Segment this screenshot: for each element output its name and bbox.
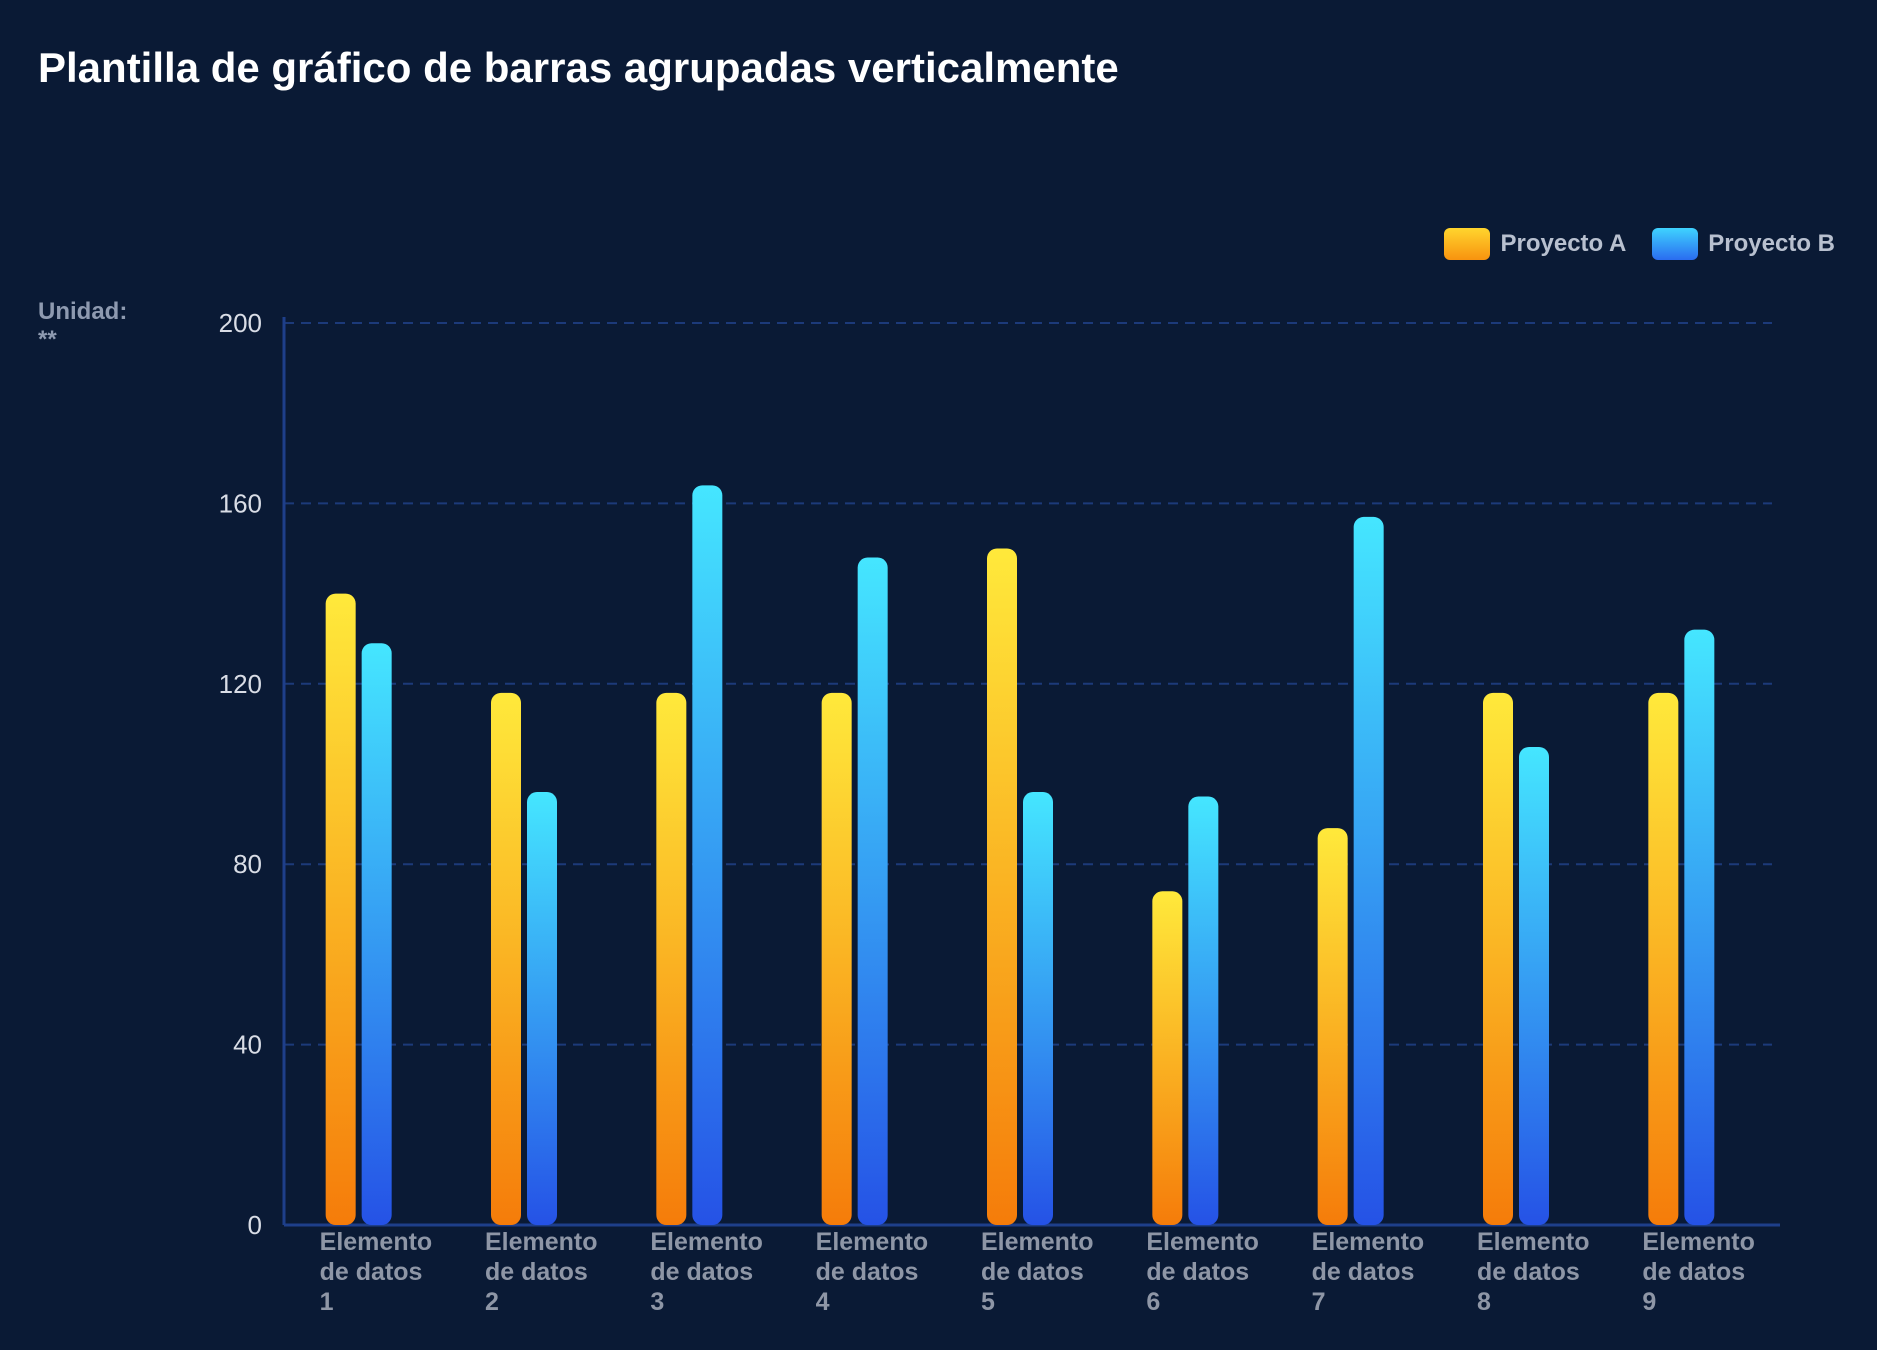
x-category-label: de datos (981, 1258, 1084, 1286)
legend-swatch-proyecto-b (1652, 228, 1699, 260)
y-tick-label: 160 (219, 488, 262, 518)
x-category-label: Elemento (816, 1228, 929, 1256)
bar-proyecto-a[interactable] (1483, 692, 1513, 1225)
bar-proyecto-b[interactable] (527, 792, 557, 1225)
bar-proyecto-a[interactable] (325, 593, 356, 1225)
x-category-label: de datos (1146, 1258, 1249, 1286)
chart-title: Plantilla de gráfico de barras agrupadas… (38, 44, 1119, 91)
x-category-label: 8 (1477, 1288, 1491, 1316)
x-category-label: 3 (650, 1288, 664, 1316)
legend-swatch-proyecto-a (1444, 228, 1491, 260)
x-category-label: Elemento (1477, 1228, 1590, 1256)
unit-label: Unidad: ** (38, 298, 128, 353)
legend: Proyecto A Proyecto B (1444, 228, 1835, 260)
bar-proyecto-b[interactable] (1519, 746, 1549, 1225)
x-category-label: de datos (1642, 1258, 1745, 1286)
x-category-label: 4 (816, 1288, 830, 1316)
legend-label-proyecto-a: Proyecto A (1500, 230, 1627, 257)
x-category-label: de datos (650, 1258, 753, 1286)
x-category-label: 1 (320, 1288, 334, 1316)
x-category-label: 9 (1642, 1288, 1656, 1316)
bar-proyecto-b[interactable] (1188, 796, 1219, 1225)
bar-proyecto-a[interactable] (821, 692, 852, 1225)
legend-item-proyecto-a[interactable]: Proyecto A (1444, 228, 1626, 260)
x-category-label: Elemento (1642, 1228, 1755, 1256)
y-tick-label: 200 (219, 308, 262, 338)
x-category-label: de datos (1312, 1258, 1415, 1286)
x-category-label: Elemento (320, 1228, 433, 1256)
bar-proyecto-a[interactable] (1648, 692, 1679, 1225)
bars (325, 485, 1715, 1226)
x-category-label: Elemento (1312, 1228, 1425, 1256)
x-category-label: 5 (981, 1288, 995, 1316)
bar-proyecto-a[interactable] (491, 692, 521, 1225)
bar-proyecto-a[interactable] (1152, 891, 1183, 1225)
x-category-label: de datos (1477, 1258, 1580, 1286)
bar-proyecto-b[interactable] (857, 557, 888, 1225)
x-category-label: 2 (485, 1288, 499, 1316)
bar-proyecto-b[interactable] (1023, 792, 1053, 1225)
x-category-label: Elemento (981, 1228, 1094, 1256)
bar-proyecto-b[interactable] (1684, 629, 1715, 1225)
bar-proyecto-a[interactable] (656, 692, 687, 1225)
y-tick-label: 40 (233, 1030, 262, 1060)
bar-proyecto-a[interactable] (987, 548, 1017, 1226)
bar-proyecto-b[interactable] (1353, 516, 1384, 1225)
y-tick-label: 0 (248, 1210, 262, 1240)
y-tick-label: 120 (219, 669, 262, 699)
x-category-label: 6 (1146, 1288, 1160, 1316)
x-category-label: de datos (320, 1258, 423, 1286)
y-tick-label: 80 (233, 849, 262, 879)
x-category-label: Elemento (1146, 1228, 1259, 1256)
legend-item-proyecto-b[interactable]: Proyecto B (1652, 228, 1835, 260)
x-category-label: de datos (485, 1258, 588, 1286)
bar-proyecto-b[interactable] (361, 643, 392, 1225)
x-category-label: 7 (1312, 1288, 1326, 1316)
x-category-label: de datos (816, 1258, 919, 1286)
bar-proyecto-b[interactable] (692, 485, 723, 1225)
x-category-label: Elemento (485, 1228, 598, 1256)
y-axis-ticks: 0 40 80 120 160 200 (219, 308, 262, 1240)
bar-proyecto-a[interactable] (1317, 828, 1348, 1225)
x-category-label: Elemento (650, 1228, 763, 1256)
legend-label-proyecto-b: Proyecto B (1708, 230, 1835, 257)
